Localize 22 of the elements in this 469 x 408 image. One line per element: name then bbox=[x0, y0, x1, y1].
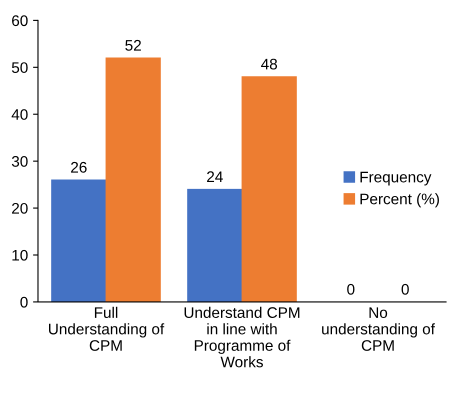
bar bbox=[51, 180, 106, 302]
y-tick-label: 30 bbox=[12, 156, 28, 167]
legend-label: Percent (%) bbox=[360, 193, 439, 208]
data-label: 24 bbox=[207, 171, 223, 182]
x-tick-label: Understand CPM in line with Programme of Works bbox=[184, 306, 300, 368]
x-tick-label: No understanding of CPM bbox=[322, 307, 435, 351]
y-tick-label: 40 bbox=[12, 109, 28, 120]
bar bbox=[242, 76, 297, 302]
data-label: 0 bbox=[402, 284, 409, 295]
bar bbox=[106, 58, 161, 302]
y-tick-label: 10 bbox=[12, 250, 28, 261]
x-tick-label: Full Understanding of CPM bbox=[49, 306, 164, 351]
y-tick-label: 20 bbox=[12, 202, 28, 214]
y-tick-label: 50 bbox=[12, 62, 28, 74]
y-tick-label: 0 bbox=[20, 296, 28, 308]
data-label: 26 bbox=[71, 162, 87, 173]
legend-label: Frequency bbox=[360, 172, 432, 186]
y-tick-label: 60 bbox=[12, 15, 28, 26]
bar bbox=[187, 188, 242, 302]
data-label: 48 bbox=[261, 58, 278, 70]
data-label: 52 bbox=[125, 40, 141, 51]
data-label: 0 bbox=[347, 284, 354, 295]
